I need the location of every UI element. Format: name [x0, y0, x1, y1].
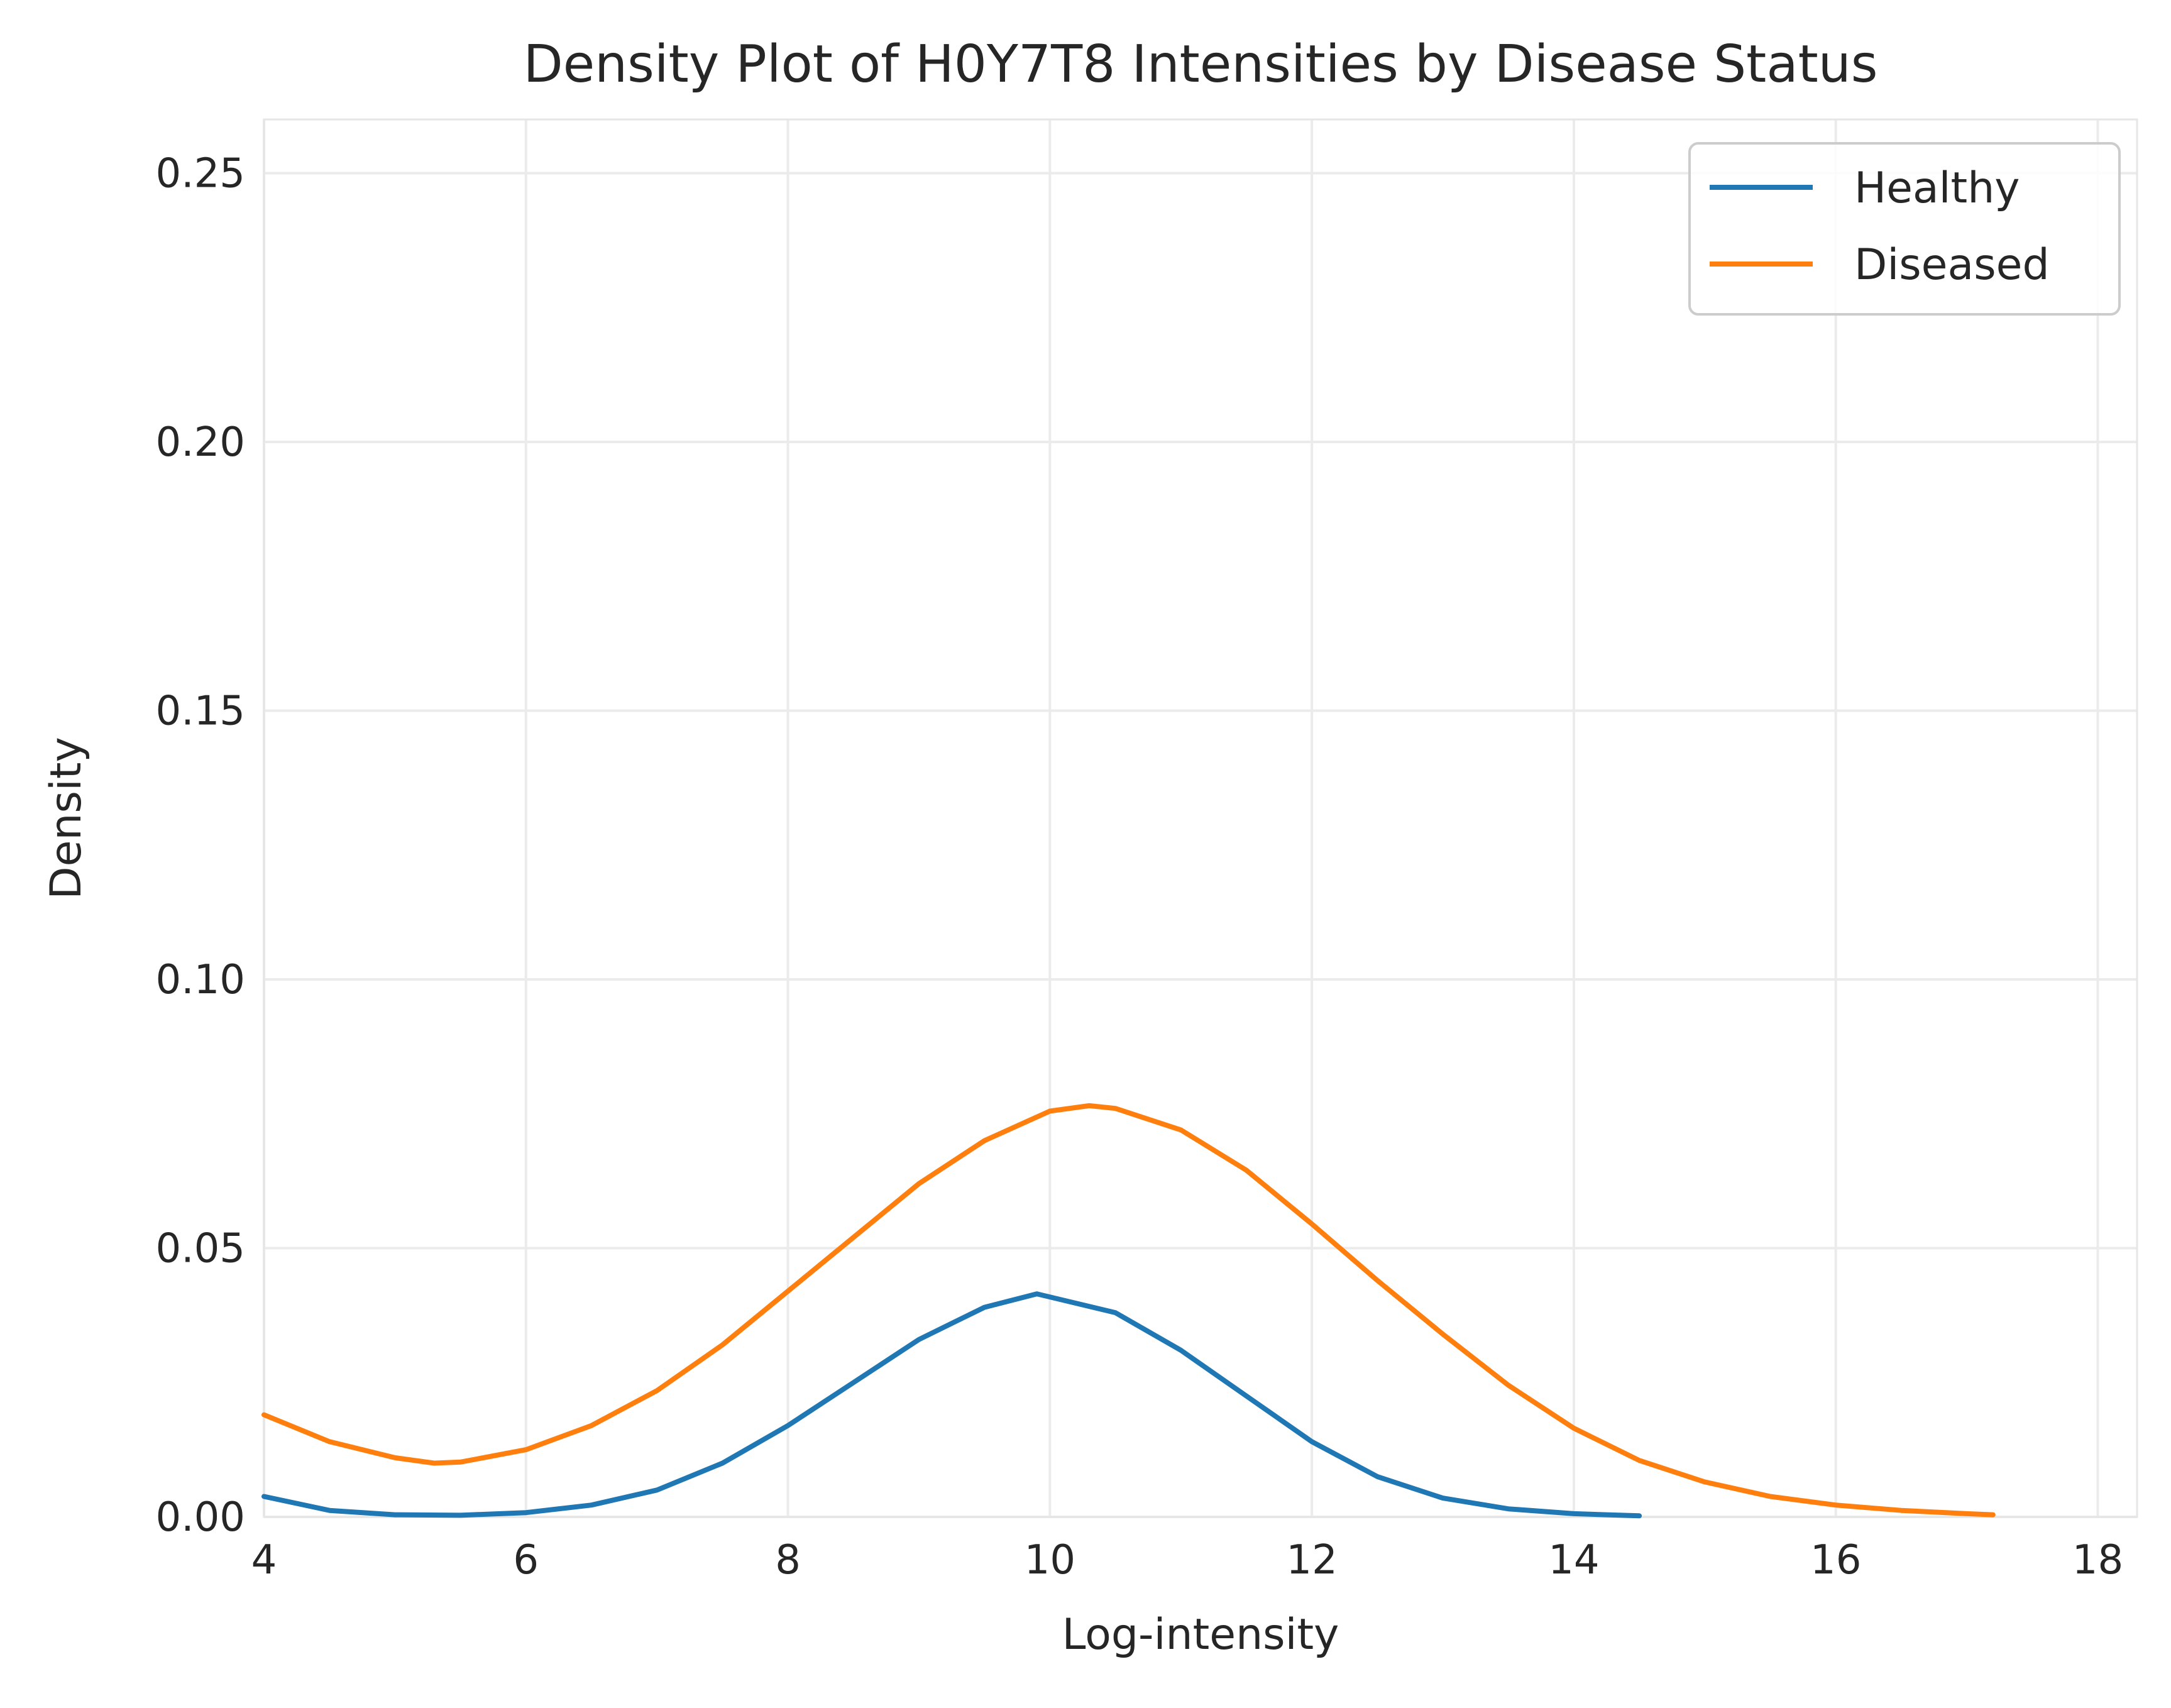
x-tick-label: 4: [251, 1537, 277, 1584]
y-tick-label: 0.05: [156, 1226, 246, 1272]
y-tick-label: 0.15: [156, 688, 246, 735]
y-tick-label: 0.25: [156, 151, 246, 197]
x-tick-labels: 4 6 8 10 12 14 16 18: [251, 1537, 2124, 1584]
legend: Healthy Diseased: [1688, 142, 2121, 316]
y-axis-label: Density: [41, 737, 91, 900]
series-line-healthy: [261, 1291, 1642, 1519]
series-lines: [261, 1103, 1996, 1519]
x-tick-label: 12: [1286, 1537, 1337, 1584]
y-tick-label: 0.10: [156, 957, 246, 1003]
legend-label-healthy: Healthy: [1854, 163, 2020, 213]
legend-label-diseased: Diseased: [1854, 240, 2050, 290]
chart-title: Density Plot of H0Y7T8 Intensities by Di…: [524, 35, 1878, 94]
plot-frame: [263, 118, 2138, 1518]
x-axis-label: Log-intensity: [1062, 1610, 1339, 1660]
series-line-diseased: [261, 1103, 1996, 1518]
y-tick-labels: 0.00 0.05 0.10 0.15 0.20 0.25: [156, 151, 246, 1541]
y-tick-label: 0.00: [156, 1494, 246, 1541]
x-tick-label: 8: [775, 1537, 801, 1584]
x-tick-label: 16: [1810, 1537, 1861, 1584]
x-tick-label: 10: [1025, 1537, 1075, 1584]
x-tick-label: 18: [2072, 1537, 2123, 1584]
y-tick-label: 0.20: [156, 419, 246, 466]
x-tick-label: 6: [513, 1537, 539, 1584]
x-tick-label: 14: [1548, 1537, 1599, 1584]
